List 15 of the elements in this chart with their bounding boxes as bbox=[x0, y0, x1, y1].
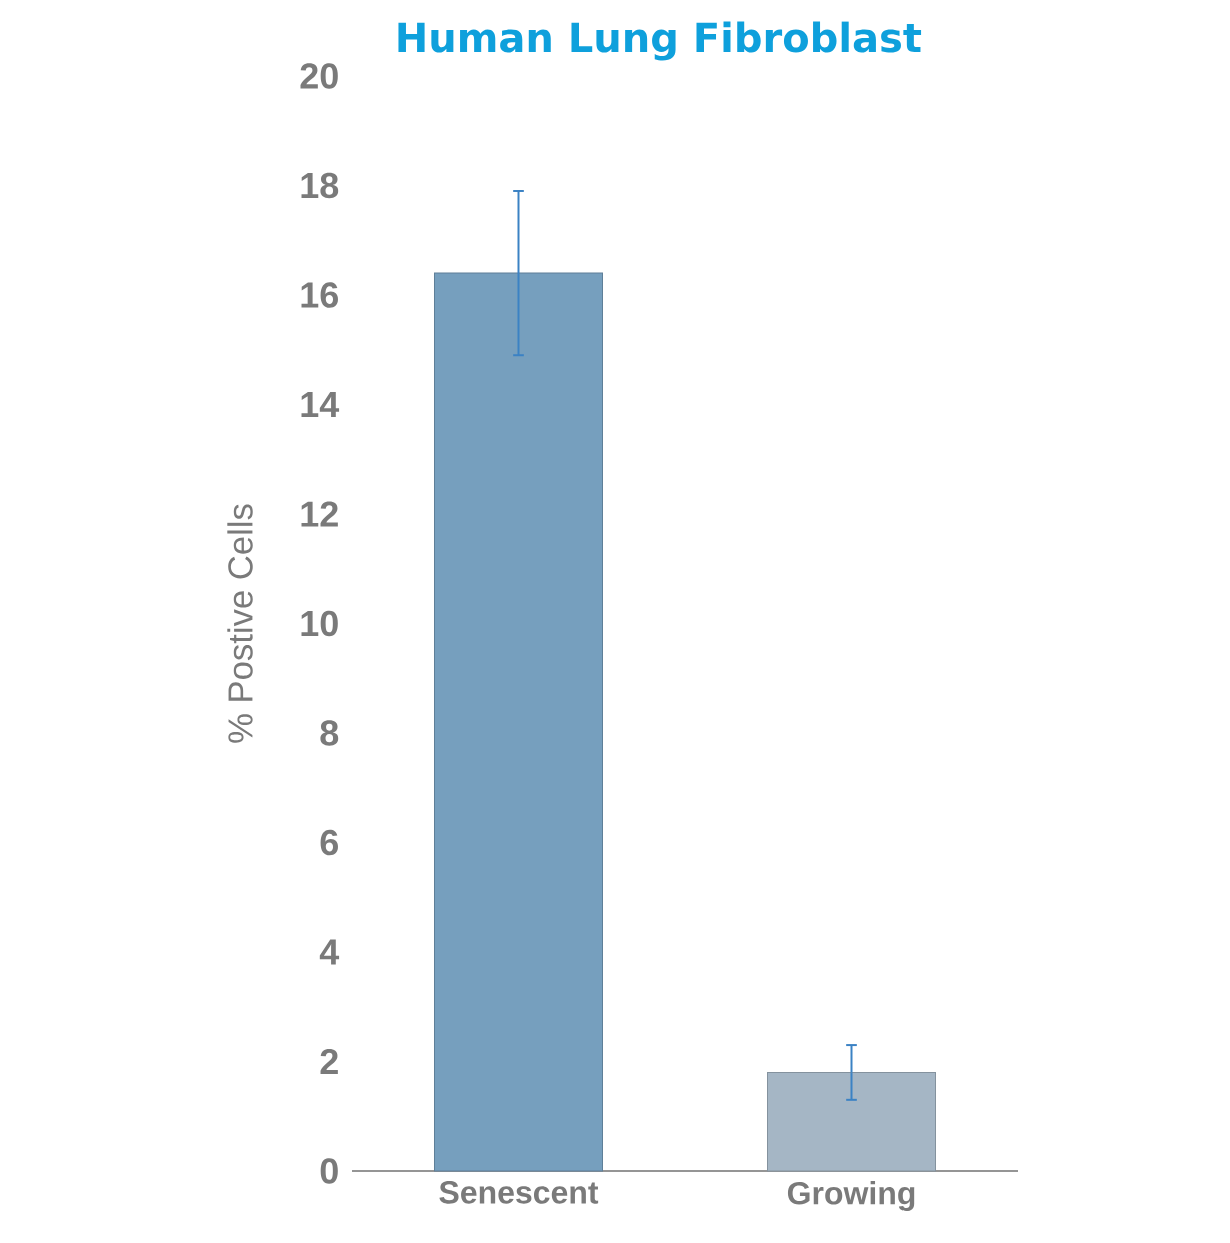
y-tick-label: 20 bbox=[300, 63, 338, 89]
y-tick-label: 16 bbox=[301, 282, 338, 308]
y-tick-label: 4 bbox=[319, 939, 340, 965]
y-tick-label: 0 bbox=[320, 1158, 338, 1184]
y-tick-label: 12 bbox=[301, 501, 338, 527]
chart-title: Human Lung Fibroblast bbox=[398, 21, 922, 61]
y-tick-label: 8 bbox=[320, 720, 339, 746]
y-tick-label: 10 bbox=[301, 610, 338, 637]
y-tick-label: 18 bbox=[301, 172, 339, 199]
y-axis-title: % Postive Cells bbox=[227, 504, 253, 743]
y-tick-label: 14 bbox=[301, 392, 340, 417]
y-tick-label: 6 bbox=[320, 829, 338, 856]
y-tick-label: 2 bbox=[320, 1048, 338, 1075]
x-tick-label: Growing bbox=[787, 1181, 915, 1211]
x-tick-label: Senescent bbox=[439, 1181, 599, 1204]
